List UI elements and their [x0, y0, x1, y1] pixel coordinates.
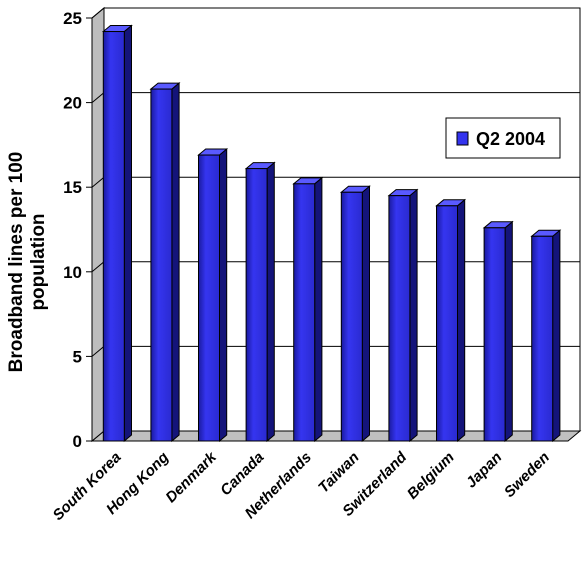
x-tick-label: Denmark [162, 448, 220, 506]
bar-front [293, 183, 316, 442]
bar-front [483, 227, 506, 442]
y-tick-label: 15 [63, 178, 82, 197]
bar-side [314, 176, 323, 443]
bar [197, 147, 229, 443]
y-tick-label: 20 [63, 94, 82, 113]
bar [244, 161, 276, 443]
bar-side [171, 81, 180, 443]
bar-front [340, 191, 363, 442]
bar-side [219, 147, 228, 443]
bar-front [436, 205, 458, 442]
bar-side [123, 24, 132, 443]
y-tick-label: 25 [63, 9, 82, 28]
bar [101, 24, 133, 443]
y-tick-label: 0 [73, 432, 82, 451]
x-tick-label: Taiwan [315, 449, 363, 497]
bar-side [504, 220, 513, 443]
bar-side [361, 185, 370, 443]
bar-front [198, 154, 220, 442]
bar-side [457, 198, 466, 443]
y-axis-ticks: 0 5 10 15 20 25 [63, 9, 92, 451]
gridline [91, 7, 580, 19]
bars [101, 24, 562, 443]
bar-side [266, 161, 275, 443]
bar-front [102, 31, 125, 442]
bar [387, 188, 419, 443]
x-tick-label: Sweden [501, 449, 553, 501]
legend-swatch [456, 131, 469, 146]
y-axis-title-line-2: population [28, 213, 49, 310]
bar-front [245, 168, 268, 442]
bar-front [150, 88, 173, 442]
bar [482, 220, 514, 443]
y-tick-label: 5 [73, 347, 82, 366]
bar [339, 185, 371, 443]
bar-side [409, 188, 418, 443]
bar [530, 229, 562, 443]
y-axis-title-line-1: Broadband lines per 100 [6, 152, 27, 373]
bar-side [552, 229, 561, 443]
x-tick-label: Belgium [404, 449, 458, 503]
x-tick-label: Japan [463, 449, 506, 492]
y-axis-title: Broadband lines per 100 population [6, 152, 49, 373]
bar [435, 198, 467, 443]
bar-front [388, 195, 411, 442]
side-wall [91, 6, 105, 443]
legend: Q2 2004 [445, 117, 561, 159]
bar-front [531, 235, 554, 442]
bar [149, 81, 181, 443]
y-tick-label: 10 [63, 263, 82, 282]
legend-label: Q2 2004 [476, 129, 545, 149]
bar [292, 176, 324, 443]
